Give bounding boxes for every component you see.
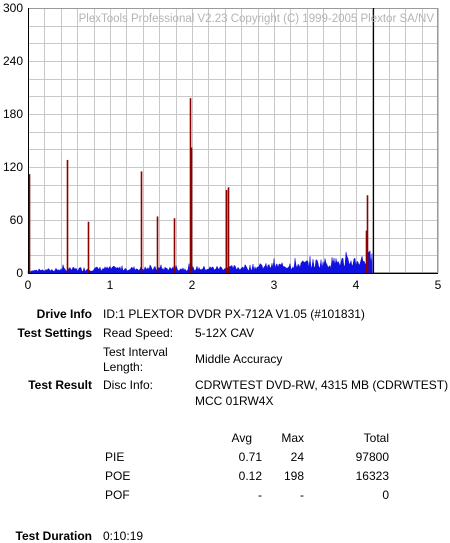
test-duration-label: Test Duration [15, 529, 92, 543]
x-tick-labels: 0 1 2 3 4 5 [25, 278, 442, 292]
y-tick-label: 240 [3, 54, 23, 68]
avg-header: Avg [231, 431, 252, 445]
max-header: Max [281, 431, 304, 445]
y-tick-labels: 0 60 120 180 240 300 [3, 1, 23, 280]
y-tick-label: 60 [10, 213, 24, 227]
error-chart: 0 1 2 3 4 5 0 60 120 180 240 300 PlexTools Profess… [3, 1, 442, 292]
pie-series [27, 249, 373, 274]
table-row-name: PIE [105, 450, 125, 464]
y-tick-label: 120 [3, 160, 23, 174]
table-row-avg: 0.71 [238, 450, 262, 464]
chart-title: PlexTools Professional V2.23 Copyright (… [79, 13, 435, 25]
test-interval-label-line2: Length: [103, 360, 144, 374]
y-tick-label: 0 [16, 266, 23, 280]
y-tick-label: 180 [3, 107, 23, 121]
table-row-name: POE [105, 469, 131, 483]
table-row-name: POF [105, 488, 130, 502]
table-row-max: - [300, 488, 304, 502]
table-row-avg: 0.12 [238, 469, 262, 483]
test-result-label: Test Result [28, 378, 92, 392]
test-interval-label-line1: Test Interval [103, 345, 168, 359]
read-speed-value: 5-12X CAV [195, 326, 255, 340]
x-tick-label: 0 [25, 278, 32, 292]
x-tick-label: 2 [189, 278, 196, 292]
test-settings-label: Test Settings [17, 326, 92, 340]
grid-lines [28, 8, 439, 274]
test-duration-value: 0:10:19 [103, 529, 144, 543]
plot-area-background [28, 8, 438, 273]
table-row-avg: - [258, 488, 262, 502]
disc-info-value-line2: MCC 01RW4X [195, 394, 274, 408]
total-header: Total [363, 431, 389, 445]
drive-info-value: ID:1 PLEXTOR DVDR PX-712A V1.05 (#101831… [103, 307, 365, 321]
table-row-total: 97800 [355, 450, 389, 464]
x-tick-label: 4 [353, 278, 360, 292]
table-row-total: 0 [382, 488, 389, 502]
disc-info-label: Disc Info: [103, 378, 154, 392]
test-interval-value: Middle Accuracy [195, 352, 283, 366]
x-tick-label: 3 [271, 278, 278, 292]
read-speed-label: Read Speed: [103, 326, 174, 340]
poe-series [28, 8, 375, 273]
x-tick-label: 5 [435, 278, 442, 292]
table-row-max: 198 [283, 469, 304, 483]
disc-info-value-line1: CDRWTEST DVD-RW, 4315 MB (CDRWTEST) [195, 378, 449, 392]
table-row-max: 24 [290, 450, 304, 464]
y-tick-label: 300 [3, 1, 23, 15]
x-tick-label: 1 [107, 278, 114, 292]
pie-noise-area [27, 249, 373, 274]
table-row-total: 16323 [355, 469, 389, 483]
drive-info-label: Drive Info [36, 307, 92, 321]
